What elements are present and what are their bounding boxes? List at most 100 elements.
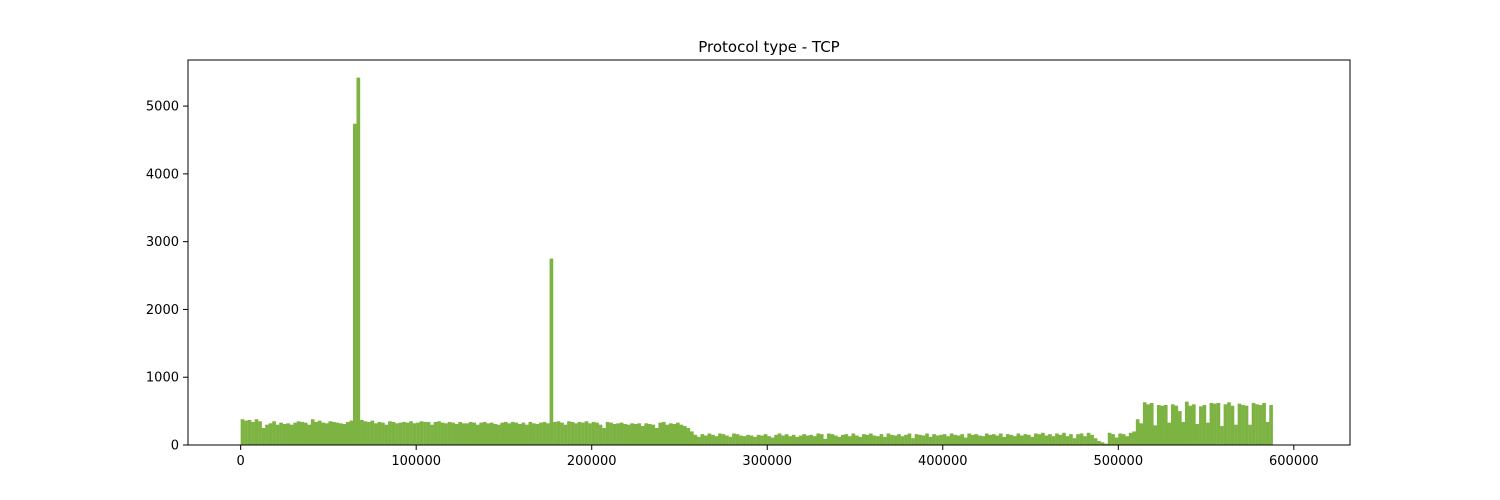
histogram-bar [682, 426, 687, 445]
histogram-bar [1041, 432, 1045, 445]
histogram-bar [746, 434, 750, 445]
histogram-bar [847, 436, 852, 445]
histogram-bar [774, 434, 778, 445]
histogram-bar [437, 421, 441, 445]
y-tick-label: 1000 [146, 371, 179, 386]
histogram-bar [637, 423, 642, 445]
histogram-bar [935, 435, 940, 445]
histogram-bar [1055, 433, 1059, 445]
histogram-bar [816, 433, 821, 445]
histogram-bar [1062, 432, 1066, 445]
histogram-bar [718, 433, 722, 445]
histogram-bar [1216, 402, 1221, 445]
histogram-bar [560, 422, 564, 445]
histogram-bar [303, 422, 308, 445]
y-tick-label: 5000 [146, 100, 179, 115]
histogram-bar [465, 423, 469, 445]
histogram-bar [556, 421, 561, 445]
histogram-bar [616, 423, 620, 445]
histogram-bar [1037, 434, 1042, 445]
histogram-bar [623, 423, 627, 445]
histogram-bar [946, 436, 950, 445]
histogram-bar [472, 422, 477, 445]
histogram-bar [1213, 403, 1217, 445]
histogram-bar [956, 435, 961, 445]
y-tick-label: 3000 [146, 235, 179, 250]
histogram-bar [1069, 434, 1073, 445]
histogram-bar [451, 422, 455, 445]
histogram-bar [412, 423, 417, 445]
histogram-bar [388, 421, 392, 445]
histogram-bar [872, 435, 877, 445]
histogram-bar [1199, 406, 1203, 445]
histogram-bar [517, 423, 522, 445]
histogram-bar [640, 426, 645, 445]
histogram-bar [353, 123, 357, 446]
histogram-bar [904, 434, 908, 445]
histogram-bar [416, 422, 420, 445]
histogram-bar [1121, 434, 1126, 445]
histogram-bar [1107, 432, 1112, 445]
histogram-bar [654, 428, 659, 445]
histogram-bar [1090, 434, 1094, 445]
histogram-bar [844, 434, 849, 445]
histogram-bar [1142, 402, 1147, 445]
histogram-bar [788, 436, 792, 445]
histogram-bar [974, 434, 979, 445]
histogram-bar [1269, 405, 1273, 445]
histogram-bar [1220, 426, 1224, 445]
histogram-bar [338, 423, 343, 445]
histogram-bar [981, 436, 986, 445]
histogram-bar [1016, 433, 1021, 445]
histogram-bar [409, 421, 413, 445]
histogram-bar [1086, 432, 1091, 445]
histogram-bar [598, 424, 603, 445]
histogram-bar [595, 422, 599, 445]
histogram-bar [507, 423, 512, 445]
bars-group [240, 77, 1273, 446]
histogram-bar [258, 421, 262, 445]
histogram-bar [1160, 405, 1165, 445]
histogram-bar [840, 434, 845, 445]
histogram-bar [781, 435, 785, 445]
histogram-bar [739, 435, 743, 445]
histogram-bar [384, 424, 389, 445]
histogram-bar [823, 438, 828, 445]
histogram-bar [1209, 402, 1214, 445]
histogram-bar [949, 433, 954, 445]
histogram-bar [984, 433, 989, 445]
histogram-bar [254, 419, 259, 445]
histogram-bar [897, 434, 901, 445]
histogram-bar [588, 423, 592, 445]
histogram-bar [1146, 404, 1151, 445]
x-tick-label: 300000 [742, 454, 792, 469]
histogram-bar [661, 421, 666, 445]
histogram-bar [693, 434, 698, 445]
histogram-bar [609, 422, 613, 445]
histogram-bar [605, 421, 610, 445]
histogram-bar [756, 434, 761, 445]
histogram-bar [735, 434, 740, 445]
histogram-bar [798, 435, 803, 445]
histogram-bar [900, 436, 905, 445]
histogram-bar [883, 436, 887, 445]
histogram-bar [1065, 436, 1070, 445]
histogram-bar [619, 422, 624, 445]
chart-title: Protocol type - TCP [698, 38, 839, 56]
histogram-bar [812, 436, 817, 445]
histogram-bar [395, 423, 399, 445]
histogram-bar [833, 435, 838, 445]
y-axis: 0 1000 2000 3000 4000 5000 [146, 100, 188, 454]
histogram-bar [767, 436, 771, 445]
histogram-bar [567, 421, 571, 445]
histogram-bar [272, 421, 276, 445]
histogram-bar [1104, 443, 1108, 445]
histogram-bar [1153, 425, 1158, 445]
histogram-bar [503, 421, 508, 445]
histogram-bar [1174, 405, 1179, 445]
histogram-bar [398, 422, 403, 445]
histogram-bar [1139, 423, 1144, 445]
histogram-bar [960, 434, 964, 445]
histogram-bar [289, 424, 294, 445]
